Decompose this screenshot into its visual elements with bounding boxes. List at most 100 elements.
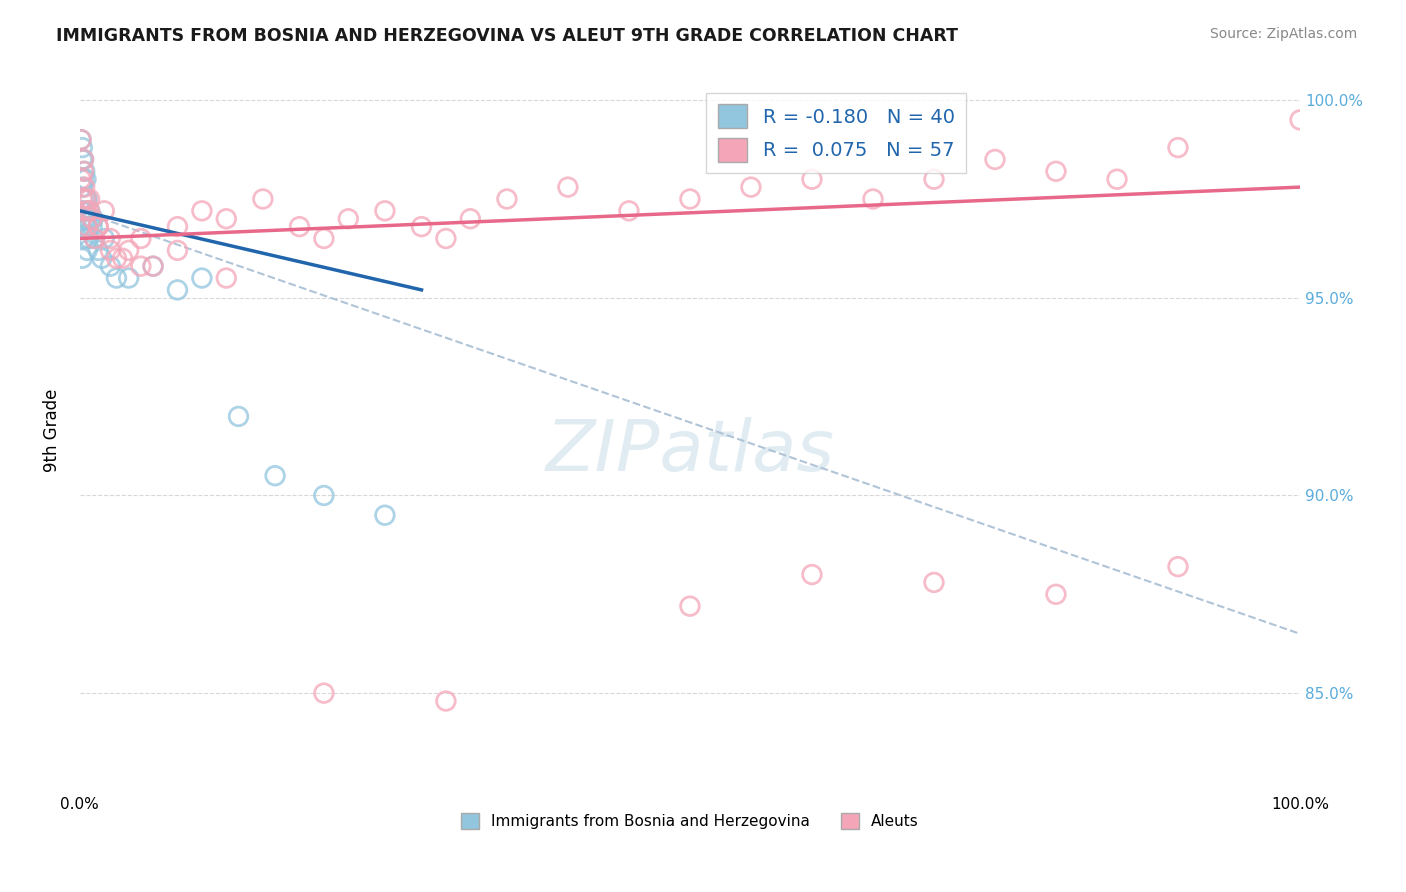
Point: [922, 575, 945, 590]
Point: [79, 192, 101, 206]
Point: [72, 252, 94, 266]
Point: [100, 231, 122, 245]
Point: [118, 244, 141, 258]
Point: [984, 153, 1007, 167]
Point: [862, 192, 884, 206]
Point: [73, 180, 96, 194]
Point: [215, 271, 238, 285]
Text: Source: ZipAtlas.com: Source: ZipAtlas.com: [1209, 27, 1357, 41]
Point: [90, 252, 112, 266]
Point: [215, 211, 238, 226]
Point: [83, 231, 105, 245]
Point: [264, 468, 287, 483]
Point: [79, 203, 101, 218]
Point: [228, 409, 250, 424]
Point: [72, 153, 94, 167]
Point: [87, 219, 110, 234]
Point: [1045, 587, 1067, 601]
Point: [434, 694, 457, 708]
Point: [1167, 140, 1189, 154]
Point: [73, 203, 96, 218]
Point: [312, 488, 335, 502]
Point: [100, 259, 122, 273]
Point: [70, 172, 93, 186]
Point: [75, 172, 97, 186]
Point: [70, 133, 93, 147]
Point: [460, 211, 482, 226]
Point: [72, 164, 94, 178]
Point: [252, 192, 274, 206]
Point: [75, 203, 97, 218]
Point: [93, 203, 115, 218]
Point: [434, 231, 457, 245]
Point: [70, 203, 93, 218]
Point: [87, 219, 110, 234]
Point: [191, 271, 214, 285]
Point: [79, 203, 101, 218]
Point: [740, 180, 762, 194]
Point: [72, 153, 94, 167]
Point: [374, 203, 396, 218]
Point: [800, 172, 823, 186]
Point: [87, 244, 110, 258]
Point: [800, 567, 823, 582]
Point: [72, 172, 94, 186]
Point: [73, 211, 96, 226]
Text: IMMIGRANTS FROM BOSNIA AND HERZEGOVINA VS ALEUT 9TH GRADE CORRELATION CHART: IMMIGRANTS FROM BOSNIA AND HERZEGOVINA V…: [56, 27, 959, 45]
Point: [80, 219, 103, 234]
Point: [72, 231, 94, 245]
Point: [75, 219, 97, 234]
Point: [77, 219, 100, 234]
Point: [374, 508, 396, 523]
Point: [93, 231, 115, 245]
Point: [72, 180, 94, 194]
Point: [76, 219, 98, 234]
Point: [191, 203, 214, 218]
Point: [337, 211, 360, 226]
Point: [557, 180, 579, 194]
Point: [105, 271, 128, 285]
Point: [77, 231, 100, 245]
Point: [72, 153, 94, 167]
Point: [100, 244, 122, 258]
Point: [73, 164, 96, 178]
Point: [111, 252, 134, 266]
Point: [82, 211, 104, 226]
Point: [80, 211, 103, 226]
Point: [105, 252, 128, 266]
Y-axis label: 9th Grade: 9th Grade: [44, 389, 60, 472]
Text: ZIPatlas: ZIPatlas: [546, 417, 834, 486]
Point: [76, 244, 98, 258]
Point: [72, 192, 94, 206]
Legend: Immigrants from Bosnia and Herzegovina, Aleuts: Immigrants from Bosnia and Herzegovina, …: [454, 806, 925, 835]
Point: [1105, 172, 1128, 186]
Point: [75, 192, 97, 206]
Point: [72, 192, 94, 206]
Point: [142, 259, 165, 273]
Point: [72, 140, 94, 154]
Point: [1045, 164, 1067, 178]
Point: [129, 259, 152, 273]
Point: [76, 192, 98, 206]
Point: [288, 219, 311, 234]
Point: [496, 192, 519, 206]
Point: [142, 259, 165, 273]
Point: [80, 211, 103, 226]
Point: [83, 231, 105, 245]
Point: [70, 133, 93, 147]
Point: [922, 172, 945, 186]
Point: [1167, 559, 1189, 574]
Point: [312, 686, 335, 700]
Point: [679, 599, 702, 614]
Point: [76, 211, 98, 226]
Point: [70, 219, 93, 234]
Point: [617, 203, 640, 218]
Point: [166, 283, 188, 297]
Point: [679, 192, 702, 206]
Point: [1289, 112, 1312, 127]
Point: [118, 271, 141, 285]
Point: [166, 219, 188, 234]
Point: [411, 219, 433, 234]
Point: [129, 231, 152, 245]
Point: [166, 244, 188, 258]
